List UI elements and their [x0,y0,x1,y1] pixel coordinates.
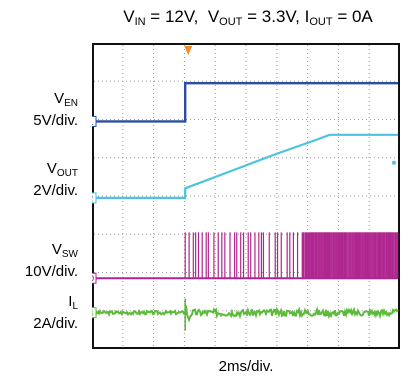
chart-title: VIN = 12V, VOUT = 3.3V, IOUT = 0A [88,6,408,33]
marker-label: 2 [92,194,94,204]
oscilloscope-svg: 1 2 D 4 [92,43,400,349]
channel-name: V [54,90,65,107]
traces [93,82,399,331]
grid [94,45,398,347]
channel-marker-1: 1 [92,115,97,128]
title-vout-label: V [207,7,220,26]
channel-label-vsw: VSW 10V/div. [25,241,78,280]
oscilloscope-plot: 1 2 D 4 [92,43,400,349]
title-iout-label: I [304,7,310,26]
channel-name: V [51,241,62,258]
marker-label: 4 [92,309,94,319]
channel-label-vout: VOUT 2V/div. [33,160,78,199]
timebase-label: 2ms/div. [218,358,274,375]
channel-scale: 2A/div. [33,315,78,332]
trace-v-out [94,133,398,199]
marker-label: 1 [92,118,94,128]
channel-sub: SW [61,249,78,260]
v-out-end-dot [392,160,396,165]
channel-label-ven: VEN 5V/div. [33,90,78,129]
marker-label: D [92,275,95,285]
channel-scale: 10V/div. [24,263,78,280]
trace-i-l [93,305,399,323]
marker-box [92,272,97,284]
channel-sub: EN [64,98,78,109]
channel-marker-2: 2 [92,192,97,204]
channel-sub: L [72,301,78,312]
title-vin-value: = 12V, [145,7,208,26]
trace-v-sw [184,232,399,280]
trigger-marker [184,46,193,55]
marker-box [92,192,97,204]
channel-scale: 5V/div. [33,112,78,129]
channel-scale: 2V/div. [33,182,78,199]
title-vout-value: = 3.3V, [242,7,305,26]
channel-marker-4: 4 [92,307,97,319]
channel-name: I [68,293,73,310]
channel-marker-3: D [92,272,97,285]
title-vin-sub: IN [134,16,146,28]
channel-markers: 1 2 D 4 [92,46,396,319]
v-sw-dense-band [309,232,398,279]
channel-label-il: IL 2A/div. [33,293,78,332]
title-vout-sub: OUT [219,16,243,28]
marker-box [92,307,97,319]
title-vin-label: V [123,7,135,26]
channel-name: V [46,160,57,177]
marker-box [92,115,97,127]
title-iout-value: = 0A [332,7,373,26]
channel-sub: OUT [56,168,78,179]
title-iout-sub: OUT [309,16,333,28]
trigger-arrow-icon [184,46,193,55]
trace-v-en [94,82,398,123]
